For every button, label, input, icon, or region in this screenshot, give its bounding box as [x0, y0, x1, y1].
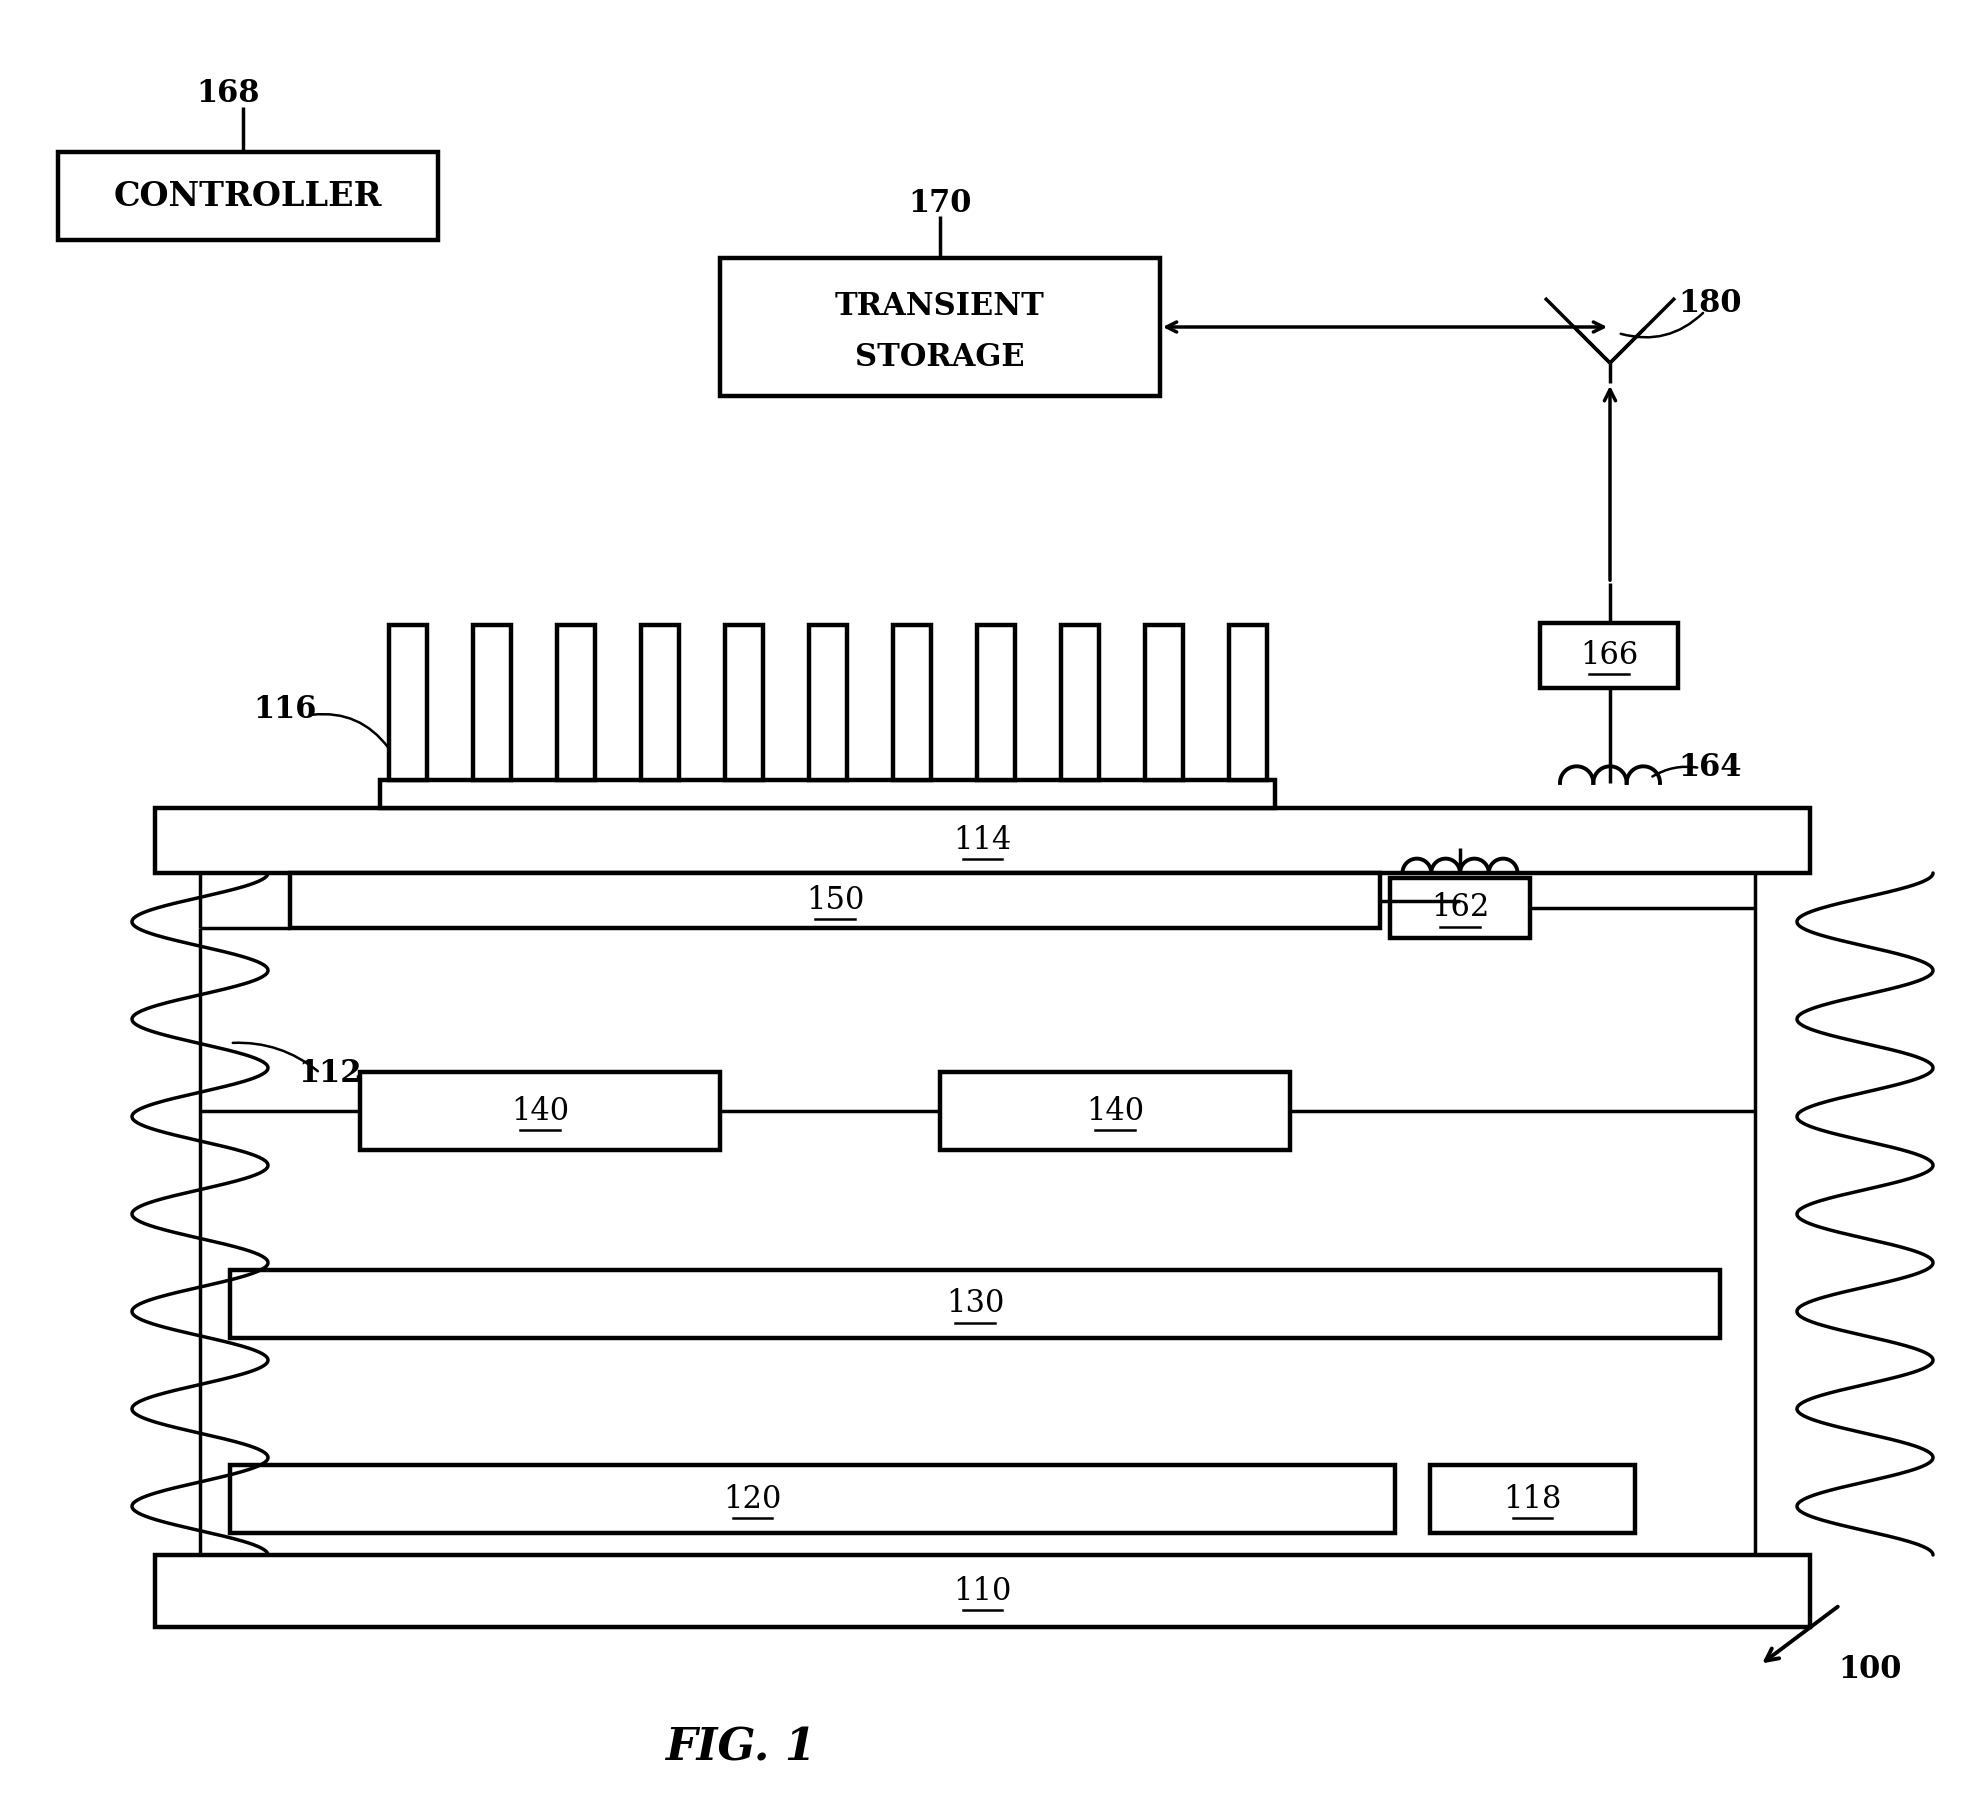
Bar [156, 1554, 1809, 1627]
Bar [940, 1071, 1289, 1150]
Bar [473, 625, 510, 781]
Text: 140: 140 [1086, 1095, 1143, 1126]
Bar [719, 258, 1161, 396]
Bar [156, 808, 1809, 873]
Text: FIG. 1: FIG. 1 [664, 1727, 816, 1769]
Bar [725, 625, 763, 781]
Text: 118: 118 [1504, 1484, 1561, 1515]
Bar [1228, 625, 1267, 781]
Text: 114: 114 [954, 824, 1011, 855]
Text: 162: 162 [1431, 892, 1490, 924]
Bar [388, 625, 426, 781]
Text: CONTROLLER: CONTROLLER [114, 180, 382, 212]
Text: 166: 166 [1581, 639, 1638, 670]
Bar [1145, 625, 1183, 781]
Text: STORAGE: STORAGE [855, 341, 1025, 372]
Text: 100: 100 [1839, 1654, 1902, 1685]
Text: 140: 140 [510, 1095, 570, 1126]
Bar [641, 625, 678, 781]
Bar [556, 625, 595, 781]
Bar [1431, 1466, 1636, 1533]
Text: 170: 170 [909, 187, 972, 218]
Bar [893, 625, 930, 781]
Bar [231, 1466, 1395, 1533]
Bar [1060, 625, 1098, 781]
Text: 150: 150 [806, 884, 863, 915]
Text: 116: 116 [254, 694, 317, 726]
Bar [380, 781, 1275, 808]
Text: 120: 120 [723, 1484, 782, 1515]
Text: 168: 168 [197, 78, 260, 109]
Bar [808, 625, 846, 781]
Bar [361, 1071, 719, 1150]
Bar [1390, 877, 1529, 939]
Text: 164: 164 [1677, 752, 1742, 783]
Text: 112: 112 [298, 1057, 363, 1088]
Bar [976, 625, 1015, 781]
Bar [231, 1269, 1721, 1338]
Bar [1539, 623, 1677, 688]
Text: TRANSIENT: TRANSIENT [836, 291, 1045, 321]
Text: 110: 110 [954, 1576, 1011, 1607]
Bar [57, 153, 438, 240]
Text: 180: 180 [1677, 287, 1742, 318]
Bar [290, 873, 1380, 928]
Text: 130: 130 [946, 1289, 1003, 1320]
